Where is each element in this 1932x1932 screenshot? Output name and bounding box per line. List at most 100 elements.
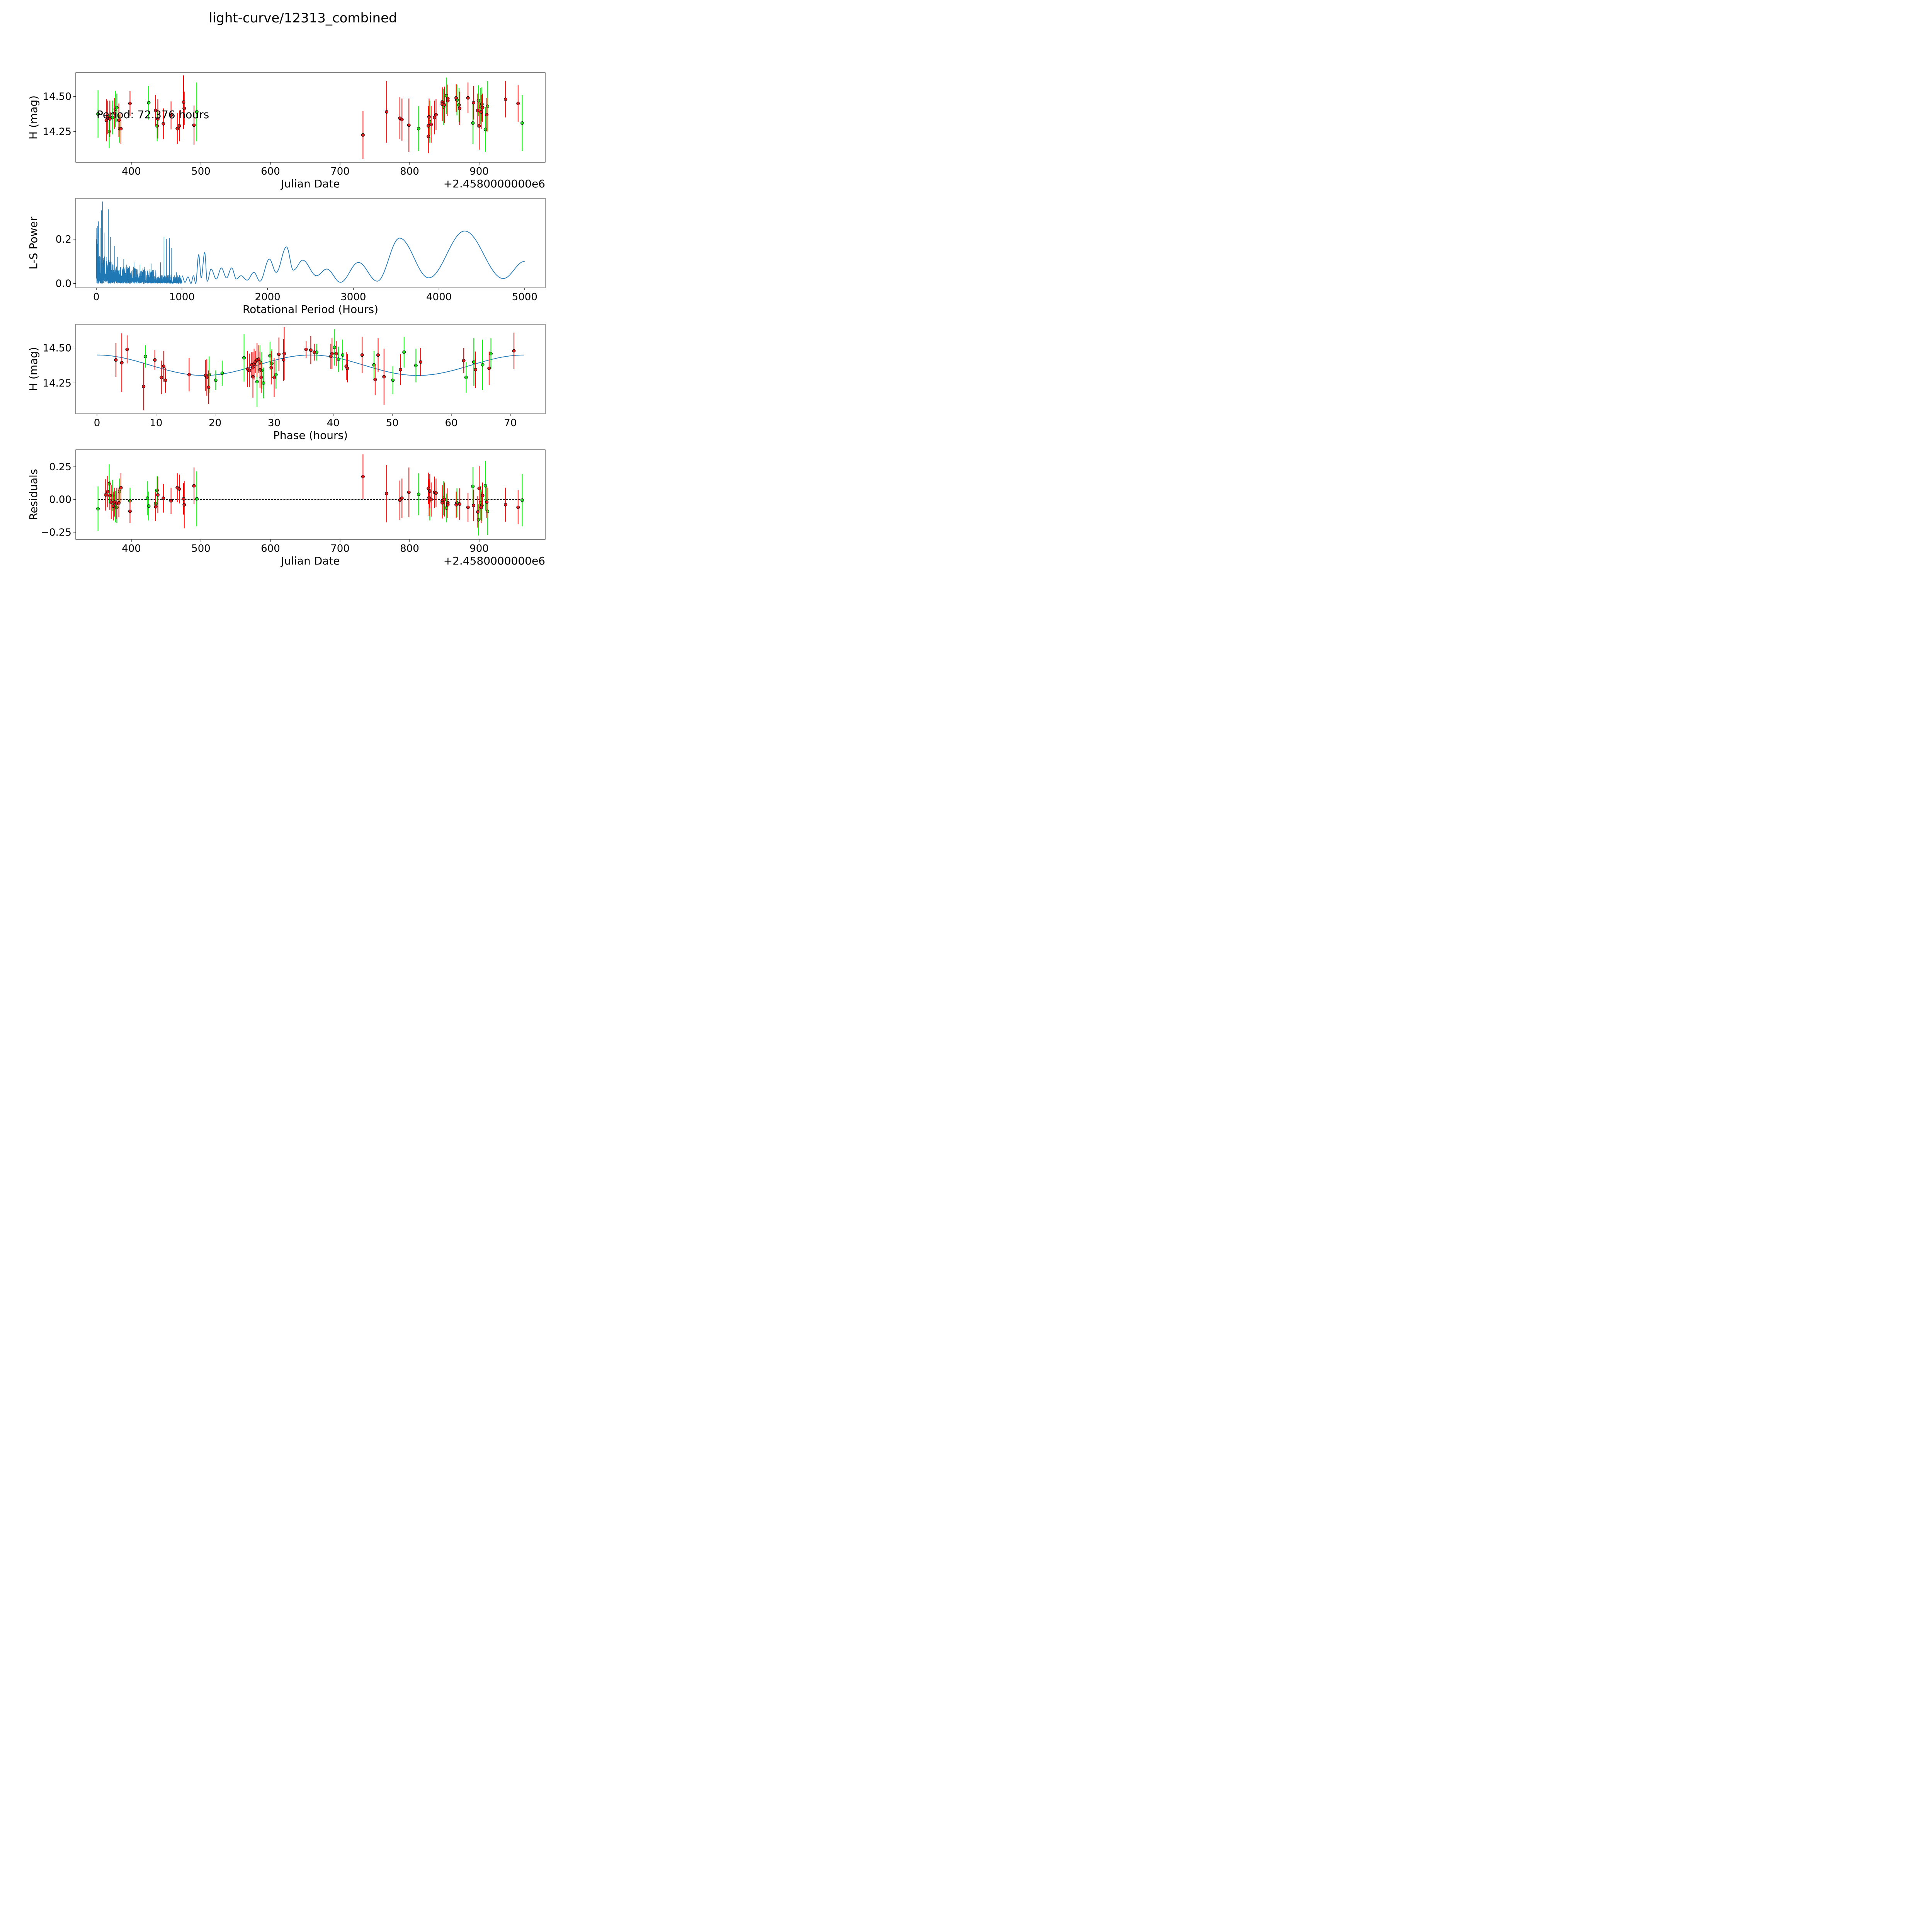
data-point (373, 378, 377, 381)
data-point (192, 123, 196, 127)
data-point (309, 348, 313, 352)
x-tick-label: 400 (122, 166, 141, 177)
data-point (477, 124, 481, 128)
data-point (476, 109, 480, 112)
data-point (269, 366, 273, 369)
axes-frame (75, 198, 546, 288)
data-point (187, 373, 191, 376)
data-point (154, 109, 158, 112)
data-point (192, 484, 196, 488)
data-point (407, 490, 411, 494)
y-tick-label: 0.0 (56, 278, 71, 290)
data-point (385, 110, 389, 114)
x-tick-label: 40 (327, 417, 340, 429)
axes-frame (75, 324, 546, 414)
data-point (108, 117, 112, 121)
data-point (251, 375, 255, 379)
x-tick-label: 800 (400, 543, 419, 554)
y-axis-label: H (mag) (27, 95, 40, 139)
data-point (337, 357, 340, 361)
data-point (462, 359, 466, 362)
data-point (512, 349, 516, 353)
data-point (332, 345, 336, 349)
x-tick-label: 2000 (255, 291, 281, 303)
y-axis-label: L-S Power (27, 216, 40, 269)
data-point (434, 491, 438, 495)
data-point (446, 97, 450, 100)
data-point (481, 106, 485, 110)
x-axis-label: Phase (hours) (273, 429, 348, 442)
data-point (434, 113, 438, 117)
model-curve (97, 354, 524, 376)
data-point (503, 503, 507, 507)
x-tick-label: 60 (445, 417, 457, 429)
data-point (485, 500, 489, 504)
data-point (442, 103, 446, 107)
data-point (117, 118, 121, 122)
data-point (481, 494, 485, 498)
x-tick-label: 600 (261, 543, 280, 554)
data-point (385, 492, 389, 495)
x-tick-label: 20 (209, 417, 221, 429)
data-point (104, 118, 108, 122)
x-tick-label: 10 (150, 417, 162, 429)
data-point (458, 106, 462, 110)
x-axis-label: Julian Date (280, 177, 340, 190)
y-tick-label: 0.25 (49, 461, 71, 473)
y-tick-label: 14.50 (43, 343, 71, 354)
panel-4: 400 500 600 700 800 900 −0.25 0.00 0.25 Julian Da… (27, 449, 546, 567)
data-point (145, 496, 149, 500)
data-point (427, 134, 430, 138)
data-point (147, 101, 151, 105)
data-point (427, 115, 431, 119)
data-point (361, 133, 365, 137)
x-tick-label: 70 (504, 417, 517, 429)
data-point (382, 375, 386, 379)
x-tick-label: 5000 (512, 291, 537, 303)
data-point (400, 496, 404, 500)
data-point (440, 501, 444, 505)
x-tick-label: 50 (386, 417, 399, 429)
data-point (454, 96, 458, 100)
data-point (119, 127, 123, 131)
data-point (117, 501, 121, 505)
y-tick-label: 14.25 (43, 126, 71, 138)
figure: light-curve/12313_combined 400 500 600 700 8… (27, 10, 546, 567)
data-point (433, 116, 437, 119)
data-point (472, 360, 476, 364)
data-point (147, 504, 151, 508)
data-point (195, 497, 199, 501)
x-tick-label: 700 (330, 166, 350, 177)
data-point (113, 111, 117, 115)
data-point (109, 500, 113, 504)
data-point (111, 504, 115, 508)
data-point (376, 353, 380, 357)
data-point (162, 364, 166, 368)
data-point (414, 364, 418, 367)
axes-frame (75, 449, 546, 540)
periodogram-curve (182, 230, 525, 284)
data-point (156, 117, 160, 121)
data-point (477, 486, 481, 490)
data-point (427, 496, 431, 500)
x-tick-label: 500 (191, 543, 211, 554)
x-tick-label: 0 (93, 291, 100, 303)
data-point (282, 352, 286, 355)
data-point (255, 380, 259, 384)
data-point (520, 121, 524, 125)
data-point (120, 361, 124, 365)
data-point (207, 373, 211, 376)
data-point (270, 362, 274, 365)
data-point (258, 368, 262, 372)
data-point (111, 116, 114, 119)
data-point (177, 487, 181, 491)
x-axis-label: Julian Date (280, 554, 340, 567)
data-point (195, 110, 199, 114)
data-point (163, 378, 167, 382)
data-point (169, 114, 173, 117)
panel-1: 400 500 600 700 800 900 14.25 14.50 Julian Date H… (27, 72, 546, 190)
data-point (106, 490, 110, 493)
data-point (457, 103, 461, 107)
data-point (487, 366, 491, 370)
data-point (96, 112, 100, 116)
